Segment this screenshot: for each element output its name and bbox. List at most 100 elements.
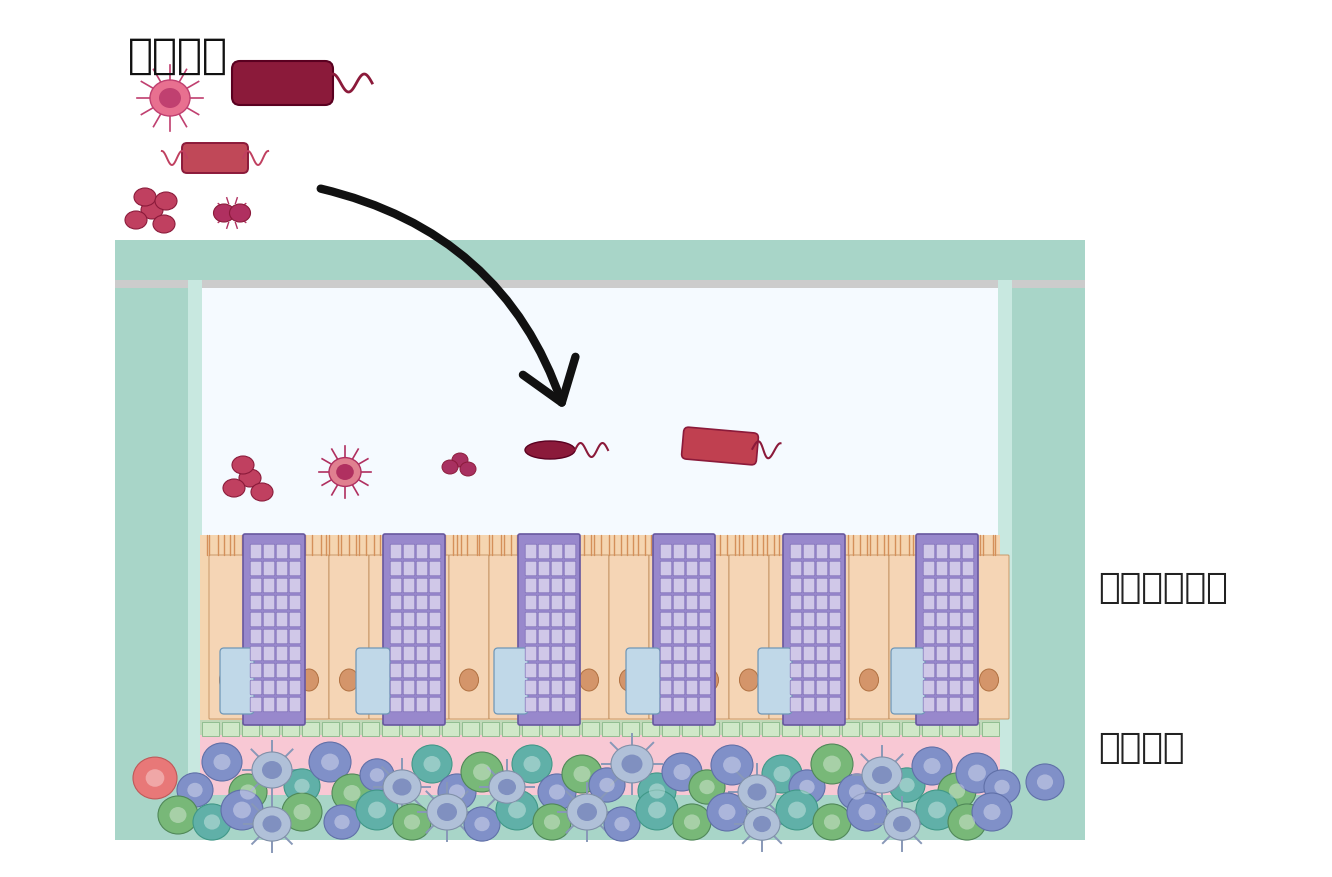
- FancyBboxPatch shape: [916, 534, 978, 725]
- Ellipse shape: [460, 462, 476, 476]
- Ellipse shape: [753, 816, 771, 832]
- Ellipse shape: [202, 743, 242, 781]
- Bar: [242, 722, 258, 736]
- Ellipse shape: [294, 779, 309, 793]
- FancyBboxPatch shape: [803, 595, 815, 610]
- Bar: [422, 722, 440, 736]
- FancyBboxPatch shape: [968, 555, 1010, 719]
- FancyBboxPatch shape: [830, 646, 840, 660]
- Ellipse shape: [293, 804, 310, 820]
- FancyBboxPatch shape: [661, 595, 671, 610]
- Bar: [882, 722, 899, 736]
- Ellipse shape: [779, 669, 798, 691]
- FancyBboxPatch shape: [950, 663, 960, 678]
- FancyBboxPatch shape: [538, 561, 550, 576]
- Ellipse shape: [474, 816, 490, 831]
- Bar: [442, 722, 460, 736]
- FancyBboxPatch shape: [661, 681, 671, 695]
- Ellipse shape: [984, 770, 1020, 804]
- FancyBboxPatch shape: [686, 561, 698, 576]
- FancyBboxPatch shape: [936, 681, 948, 695]
- FancyBboxPatch shape: [790, 578, 802, 593]
- Ellipse shape: [213, 204, 234, 222]
- FancyBboxPatch shape: [686, 697, 698, 712]
- FancyBboxPatch shape: [803, 561, 815, 576]
- FancyBboxPatch shape: [790, 663, 802, 678]
- FancyBboxPatch shape: [817, 578, 827, 593]
- Ellipse shape: [956, 753, 998, 793]
- Ellipse shape: [614, 816, 630, 831]
- Ellipse shape: [464, 807, 500, 841]
- Ellipse shape: [461, 752, 503, 792]
- FancyBboxPatch shape: [390, 561, 402, 576]
- FancyBboxPatch shape: [661, 578, 671, 593]
- FancyBboxPatch shape: [699, 595, 711, 610]
- Bar: [200, 280, 1000, 795]
- Ellipse shape: [968, 765, 986, 781]
- Bar: [682, 722, 699, 736]
- Ellipse shape: [533, 804, 571, 840]
- Ellipse shape: [284, 769, 320, 803]
- FancyBboxPatch shape: [429, 561, 441, 576]
- FancyBboxPatch shape: [803, 663, 815, 678]
- FancyBboxPatch shape: [661, 646, 671, 660]
- FancyBboxPatch shape: [551, 561, 563, 576]
- Ellipse shape: [141, 201, 163, 219]
- FancyBboxPatch shape: [923, 612, 935, 627]
- FancyBboxPatch shape: [276, 561, 288, 576]
- Ellipse shape: [619, 669, 638, 691]
- FancyBboxPatch shape: [276, 629, 288, 644]
- FancyBboxPatch shape: [264, 646, 274, 660]
- Ellipse shape: [638, 773, 677, 809]
- Ellipse shape: [428, 794, 468, 830]
- FancyBboxPatch shape: [538, 663, 550, 678]
- FancyBboxPatch shape: [936, 578, 948, 593]
- Ellipse shape: [859, 804, 875, 820]
- FancyBboxPatch shape: [390, 663, 402, 678]
- FancyBboxPatch shape: [416, 663, 428, 678]
- Bar: [222, 722, 238, 736]
- FancyBboxPatch shape: [950, 629, 960, 644]
- FancyBboxPatch shape: [699, 545, 711, 559]
- FancyBboxPatch shape: [525, 595, 537, 610]
- Ellipse shape: [442, 460, 458, 474]
- Ellipse shape: [847, 793, 887, 831]
- FancyBboxPatch shape: [609, 555, 649, 719]
- FancyBboxPatch shape: [565, 697, 575, 712]
- FancyBboxPatch shape: [661, 663, 671, 678]
- FancyBboxPatch shape: [249, 555, 289, 719]
- Ellipse shape: [649, 783, 665, 799]
- FancyBboxPatch shape: [803, 646, 815, 660]
- Bar: [582, 722, 599, 736]
- FancyBboxPatch shape: [817, 629, 827, 644]
- FancyBboxPatch shape: [264, 545, 274, 559]
- Ellipse shape: [438, 774, 476, 810]
- FancyBboxPatch shape: [790, 612, 802, 627]
- FancyBboxPatch shape: [817, 663, 827, 678]
- Ellipse shape: [229, 204, 250, 222]
- Ellipse shape: [683, 815, 701, 830]
- Bar: [202, 722, 218, 736]
- FancyBboxPatch shape: [673, 646, 685, 660]
- FancyBboxPatch shape: [962, 663, 974, 678]
- FancyBboxPatch shape: [699, 681, 711, 695]
- FancyBboxPatch shape: [803, 578, 815, 593]
- FancyBboxPatch shape: [242, 534, 305, 725]
- Ellipse shape: [819, 669, 839, 691]
- Bar: [200, 720, 1000, 735]
- FancyBboxPatch shape: [525, 681, 537, 695]
- Ellipse shape: [599, 778, 614, 792]
- FancyBboxPatch shape: [538, 629, 550, 644]
- Ellipse shape: [370, 768, 384, 781]
- FancyBboxPatch shape: [404, 697, 414, 712]
- Ellipse shape: [689, 770, 725, 804]
- Bar: [722, 722, 739, 736]
- FancyBboxPatch shape: [289, 681, 301, 695]
- Ellipse shape: [145, 769, 164, 787]
- FancyBboxPatch shape: [289, 697, 301, 712]
- Ellipse shape: [498, 779, 515, 795]
- FancyBboxPatch shape: [264, 629, 274, 644]
- Ellipse shape: [262, 816, 281, 832]
- FancyBboxPatch shape: [790, 681, 802, 695]
- Ellipse shape: [983, 804, 1000, 820]
